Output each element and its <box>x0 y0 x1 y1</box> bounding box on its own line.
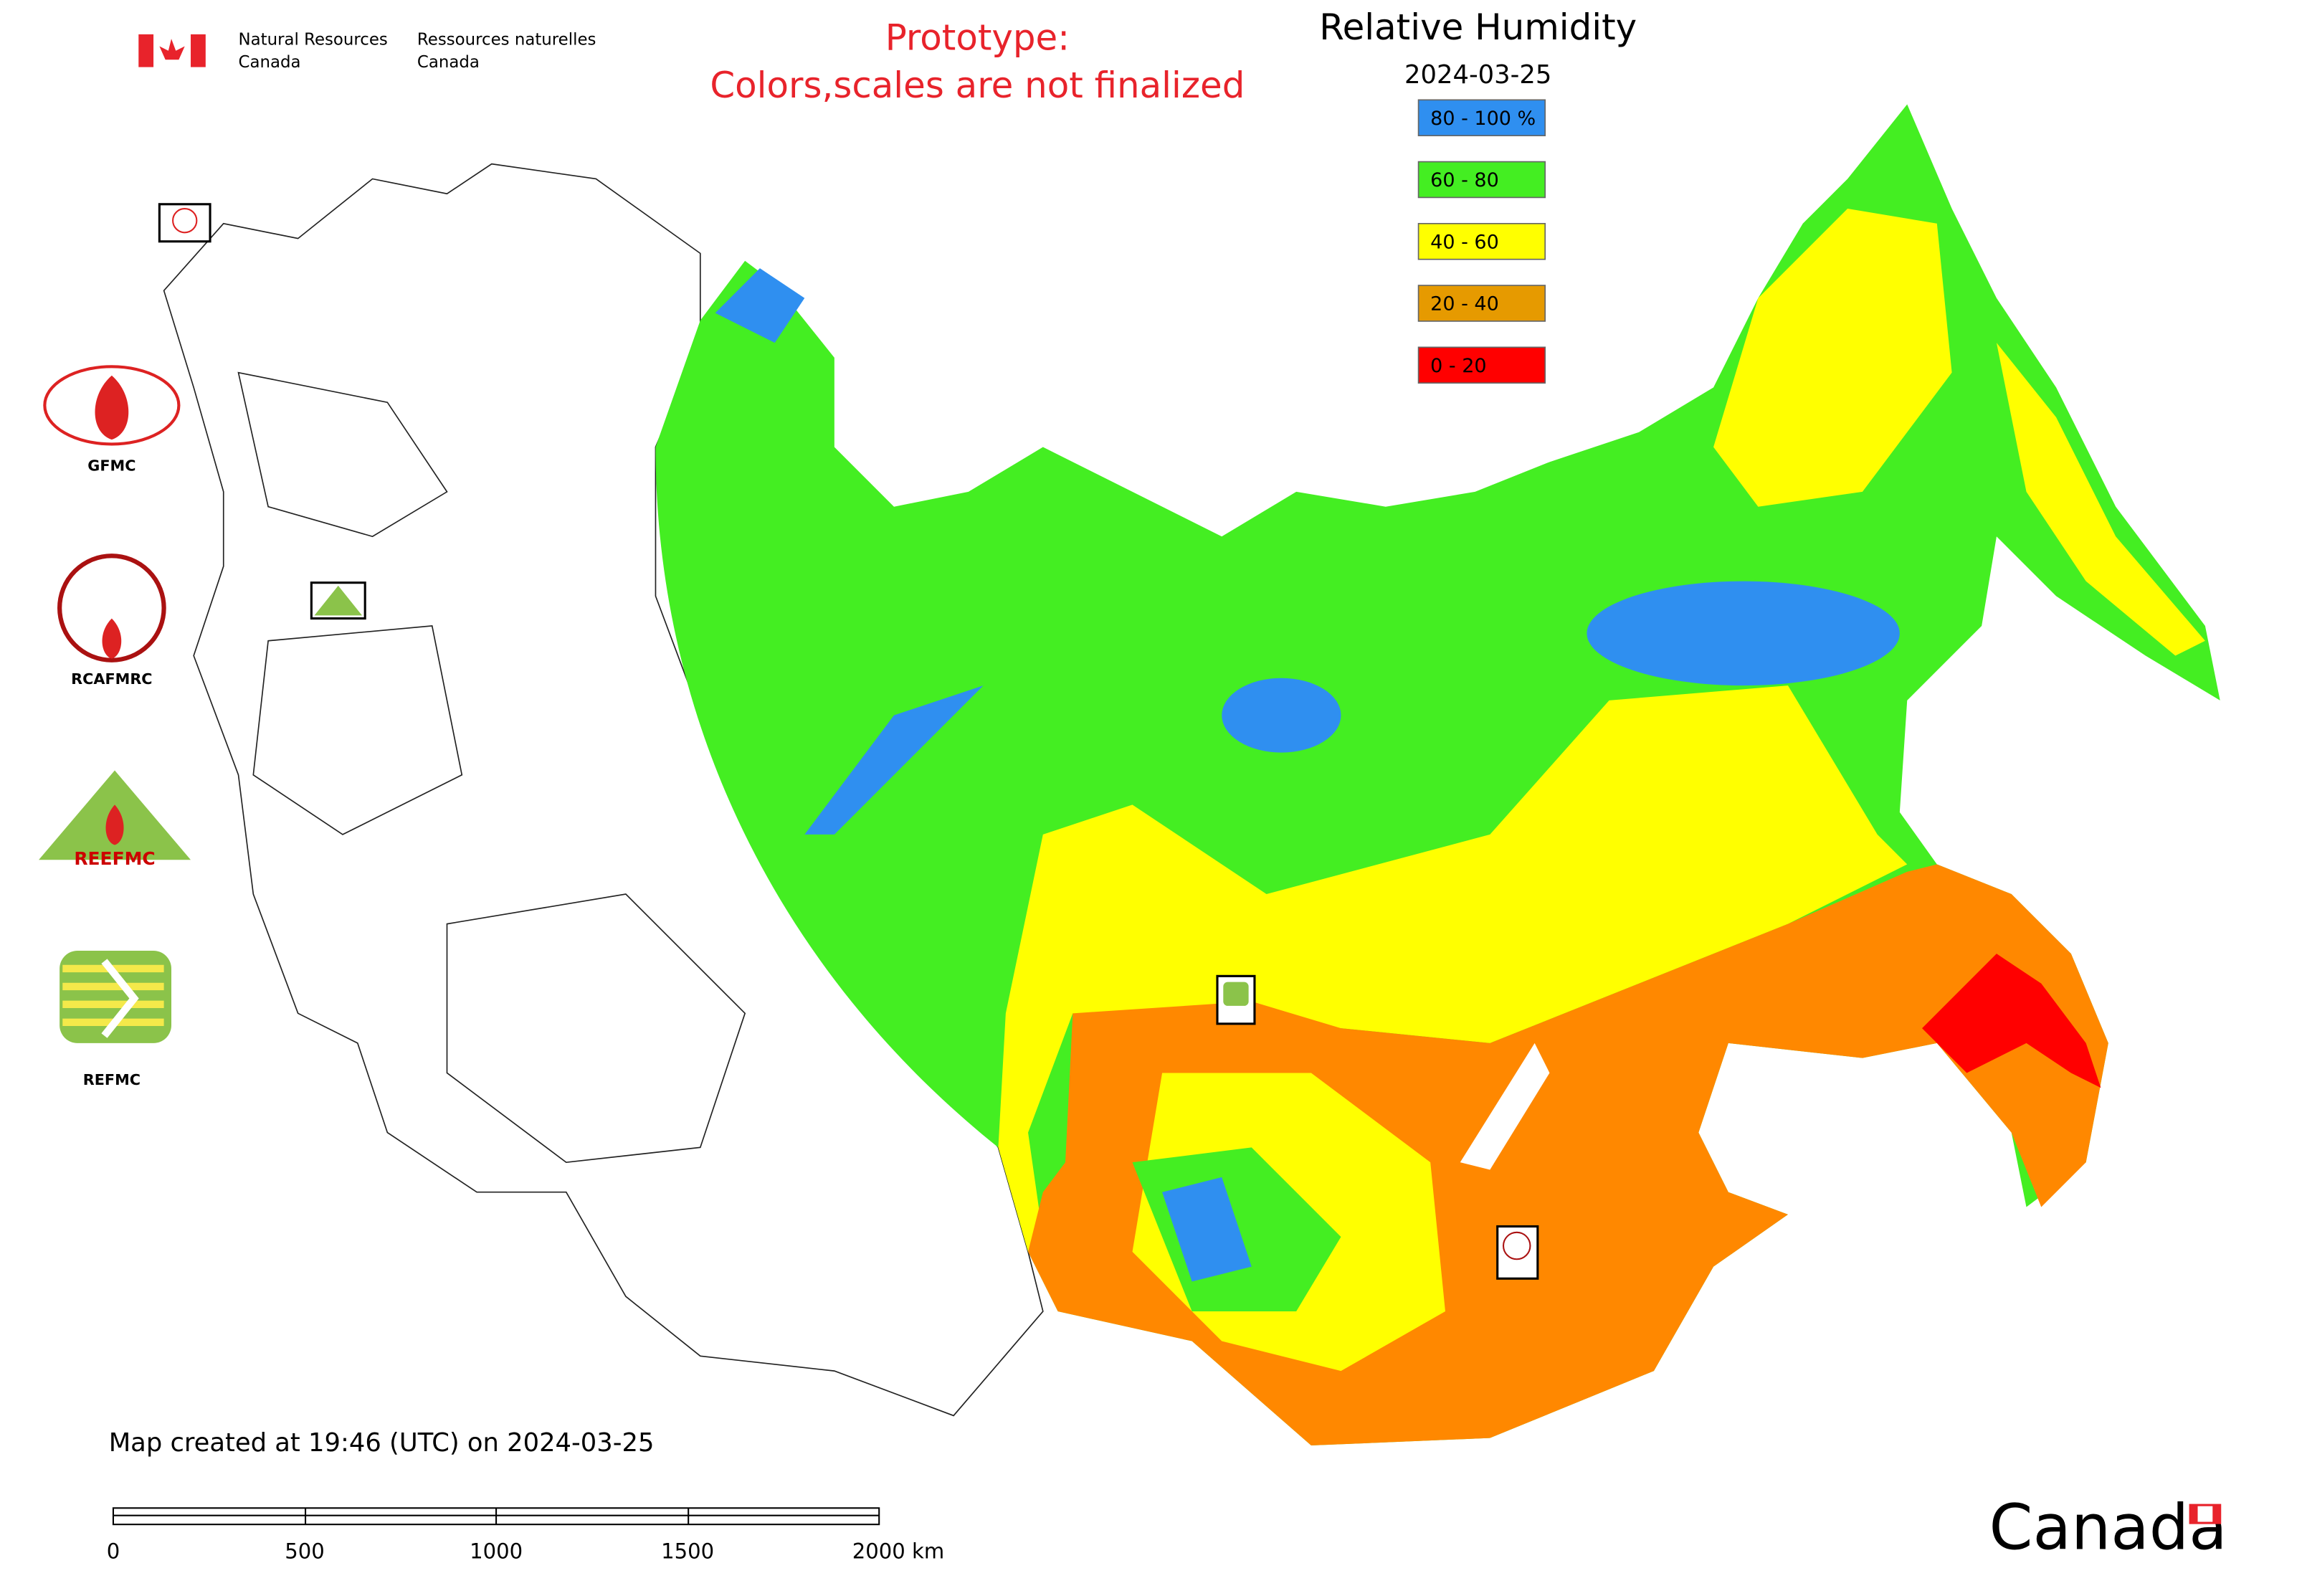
nrcan-signature: Natural Resources Canada Ressources natu… <box>138 31 596 72</box>
org-fr-line: Ressources naturelles <box>417 31 596 49</box>
legend-swatch <box>1417 161 1546 199</box>
scale-label: 500 <box>285 1539 325 1564</box>
legend-label: 0 - 20 <box>1430 355 1486 377</box>
scale-bar: 0 500 1000 1500 2000 km <box>107 1507 944 1564</box>
map-title: Relative Humidity <box>1319 6 1637 48</box>
legend-label: 60 - 80 <box>1430 169 1499 191</box>
legend: 80 - 100 % 60 - 80 40 - 60 20 - 40 0 - 20 <box>1417 99 1546 384</box>
org-fr-line: Canada <box>417 53 480 72</box>
org-en-line: Canada <box>239 53 301 72</box>
logo-label: REFMC <box>83 1071 141 1088</box>
legend-label: 20 - 40 <box>1430 293 1499 315</box>
country-outlines <box>163 163 1044 1417</box>
scale-label: 2000 km <box>852 1539 944 1564</box>
canada-wordmark: Canada <box>1989 1491 2227 1564</box>
wordmark: Canada <box>1989 1491 2227 1564</box>
scale-label: 1000 <box>470 1539 523 1564</box>
logo-text: REEFMC <box>74 848 155 869</box>
legend-label: 40 - 60 <box>1430 231 1499 253</box>
scale-label: 0 <box>107 1539 120 1564</box>
logo-label: RCAFMRC <box>71 670 152 688</box>
legend-swatch <box>1417 99 1546 137</box>
legend-swatch <box>1417 346 1546 384</box>
logos: GFMC RCAFMRC REEFMC REFMC <box>39 203 1539 1280</box>
humidity-field <box>655 104 2220 1446</box>
map-date: 2024-03-25 <box>1404 60 1551 90</box>
notice: Colors,scales are not finalized <box>710 65 1245 106</box>
legend-swatch <box>1417 285 1546 322</box>
legend-swatch <box>1417 222 1546 260</box>
scale-label: 1500 <box>661 1539 714 1564</box>
legend-label: 80 - 100 % <box>1430 108 1536 130</box>
logo-label: GFMC <box>87 457 135 475</box>
notice: Prototype: <box>885 17 1070 59</box>
created-note: Map created at 19:46 (UTC) on 2024-03-25 <box>109 1428 655 1458</box>
org-en-line: Natural Resources <box>239 31 388 49</box>
